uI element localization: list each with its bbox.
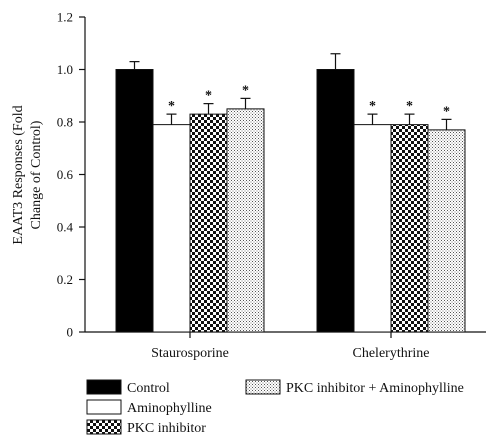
- significance-marker: *: [406, 99, 413, 114]
- bars-group: * * * * * *: [115, 53, 466, 333]
- y-axis-title-line-1: EAAT3 Responses (Fold: [11, 105, 26, 244]
- significance-marker: *: [369, 99, 376, 114]
- legend: Control Aminophylline PKC inhibitor PKC inh…: [86, 379, 464, 436]
- significance-marker: *: [205, 89, 212, 104]
- y-tick-label: 1.2: [57, 10, 73, 25]
- legend-swatch: [86, 399, 122, 415]
- legend-item-pkc-inhibitor-aminophylline: PKC inhibitor + Aminophylline: [245, 379, 464, 396]
- y-tick-label: 0.6: [57, 167, 74, 182]
- y-axis-title-line-2: Change of Control): [29, 120, 44, 229]
- legend-item-pkc-inhibitor: PKC inhibitor: [86, 419, 206, 436]
- y-tick-label: 0.8: [57, 115, 73, 130]
- x-category-label: Chelerythrine: [353, 346, 430, 361]
- legend-item-aminophylline: Aminophylline: [86, 399, 212, 416]
- significance-marker: *: [168, 99, 175, 114]
- bar-chelerythrine-aminophylline: [353, 124, 392, 333]
- bar-chelerythrine-pkc-inhibitor-aminophylline: [427, 129, 466, 333]
- x-axis: Staurosporine Chelerythrine: [85, 331, 486, 361]
- y-tick-label: 0.4: [57, 220, 74, 235]
- bar-chelerythrine-pkc-inhibitor: [390, 124, 429, 333]
- significance-marker: *: [242, 83, 249, 98]
- bar-staurosporine-pkc-inhibitor-aminophylline: [226, 108, 265, 333]
- legend-swatch: [86, 419, 122, 435]
- legend-label: Aminophylline: [127, 401, 212, 416]
- y-axis: 0 0.2 0.4 0.6 0.8 1.0 1.2: [57, 10, 86, 340]
- bar-staurosporine-pkc-inhibitor: [189, 113, 228, 333]
- legend-item-control: Control: [86, 379, 170, 396]
- legend-label: Control: [127, 381, 170, 396]
- y-tick-label: 0: [67, 325, 74, 340]
- bar-staurosporine-control: [115, 69, 154, 333]
- y-tick-label: 1.0: [57, 62, 73, 77]
- significance-marker: *: [443, 104, 450, 119]
- bar-staurosporine-aminophylline: [152, 124, 191, 333]
- y-tick-label: 0.2: [57, 272, 73, 287]
- bar-chelerythrine-control: [316, 69, 355, 333]
- legend-label: PKC inhibitor: [127, 421, 206, 436]
- legend-swatch: [245, 379, 281, 395]
- legend-swatch: [86, 379, 122, 395]
- y-axis-title: EAAT3 Responses (Fold Change of Control): [11, 105, 44, 244]
- x-category-label: Staurosporine: [151, 346, 229, 361]
- legend-label: PKC inhibitor + Aminophylline: [286, 381, 464, 396]
